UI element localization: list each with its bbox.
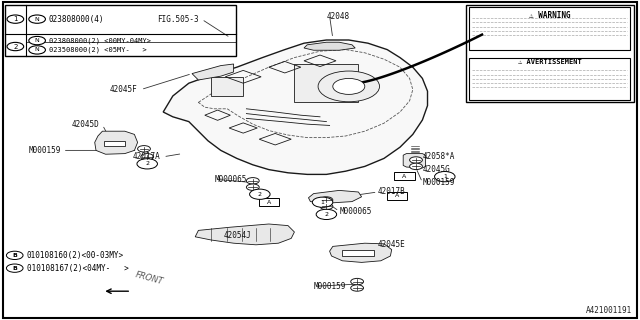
Circle shape <box>320 197 333 203</box>
Text: M000159: M000159 <box>314 282 346 291</box>
Circle shape <box>6 264 23 272</box>
Text: N: N <box>35 47 40 52</box>
Polygon shape <box>95 131 138 154</box>
Text: M000065: M000065 <box>339 207 372 216</box>
Bar <box>466 5 634 102</box>
Text: M000159: M000159 <box>28 146 61 155</box>
Text: 2: 2 <box>13 44 17 50</box>
Circle shape <box>410 157 422 163</box>
Text: A: A <box>403 173 406 179</box>
Circle shape <box>7 15 24 23</box>
Bar <box>387 192 407 200</box>
Text: 42045E: 42045E <box>378 240 405 249</box>
Circle shape <box>316 209 337 220</box>
Text: N: N <box>35 17 40 22</box>
Circle shape <box>333 78 365 94</box>
Circle shape <box>320 203 333 210</box>
Text: A421001191: A421001191 <box>586 306 632 315</box>
Polygon shape <box>304 42 355 50</box>
Circle shape <box>29 46 45 54</box>
Bar <box>469 7 630 50</box>
Text: 42054J: 42054J <box>224 231 252 240</box>
Polygon shape <box>192 64 234 80</box>
Text: 023508000(2) <05MY-   >: 023508000(2) <05MY- > <box>49 47 147 53</box>
Circle shape <box>6 251 23 260</box>
Polygon shape <box>342 250 374 256</box>
Text: 42045G: 42045G <box>422 165 450 174</box>
Circle shape <box>250 189 270 199</box>
Polygon shape <box>195 224 294 245</box>
Text: M000159: M000159 <box>422 178 455 187</box>
Circle shape <box>312 197 333 207</box>
Circle shape <box>137 159 157 169</box>
Circle shape <box>141 154 154 160</box>
Text: 010108160(2)<00-03MY>: 010108160(2)<00-03MY> <box>27 251 124 260</box>
Circle shape <box>29 36 45 45</box>
Circle shape <box>351 285 364 291</box>
Text: FRONT: FRONT <box>134 270 164 286</box>
Text: 2: 2 <box>258 192 262 197</box>
Circle shape <box>246 178 259 184</box>
Circle shape <box>318 71 380 102</box>
Text: ⚠ WARNING: ⚠ WARNING <box>529 11 571 20</box>
Text: B: B <box>12 266 17 271</box>
Polygon shape <box>403 154 426 168</box>
Bar <box>5 5 236 56</box>
Text: 010108167(2)<04MY-   >: 010108167(2)<04MY- > <box>27 264 129 273</box>
Text: A: A <box>395 193 399 198</box>
Text: 42045D: 42045D <box>72 120 99 129</box>
Text: 023808000(2) <00MY-04MY>: 023808000(2) <00MY-04MY> <box>49 37 150 44</box>
Polygon shape <box>211 77 243 96</box>
Text: 42048: 42048 <box>326 12 349 20</box>
Polygon shape <box>330 243 392 262</box>
Text: N: N <box>35 38 40 43</box>
Text: ⚠ AVERTISSEMENT: ⚠ AVERTISSEMENT <box>518 60 582 65</box>
Text: 42045F: 42045F <box>110 85 138 94</box>
Text: FIG.505-3: FIG.505-3 <box>157 15 198 24</box>
Polygon shape <box>294 64 358 102</box>
Bar <box>469 58 630 100</box>
Text: 2: 2 <box>324 212 328 217</box>
Text: 1: 1 <box>443 174 447 179</box>
Circle shape <box>29 15 45 23</box>
Polygon shape <box>163 40 428 174</box>
Bar <box>259 198 279 206</box>
Text: 2: 2 <box>145 161 149 166</box>
Text: 1: 1 <box>321 200 324 205</box>
Text: 42017A: 42017A <box>132 152 160 161</box>
Text: A: A <box>267 200 271 205</box>
Circle shape <box>410 163 422 170</box>
Circle shape <box>246 184 259 190</box>
Circle shape <box>7 42 24 51</box>
Polygon shape <box>308 190 362 203</box>
Polygon shape <box>104 141 125 146</box>
Text: 1: 1 <box>13 16 18 22</box>
Text: 023808000(4): 023808000(4) <box>49 15 104 24</box>
Text: 42058*A: 42058*A <box>422 152 455 161</box>
Circle shape <box>138 146 150 152</box>
Circle shape <box>435 172 455 182</box>
Bar <box>394 172 415 180</box>
Text: M000065: M000065 <box>214 175 247 184</box>
Circle shape <box>351 278 364 285</box>
Text: 42017B: 42017B <box>378 188 405 196</box>
Text: B: B <box>12 253 17 258</box>
